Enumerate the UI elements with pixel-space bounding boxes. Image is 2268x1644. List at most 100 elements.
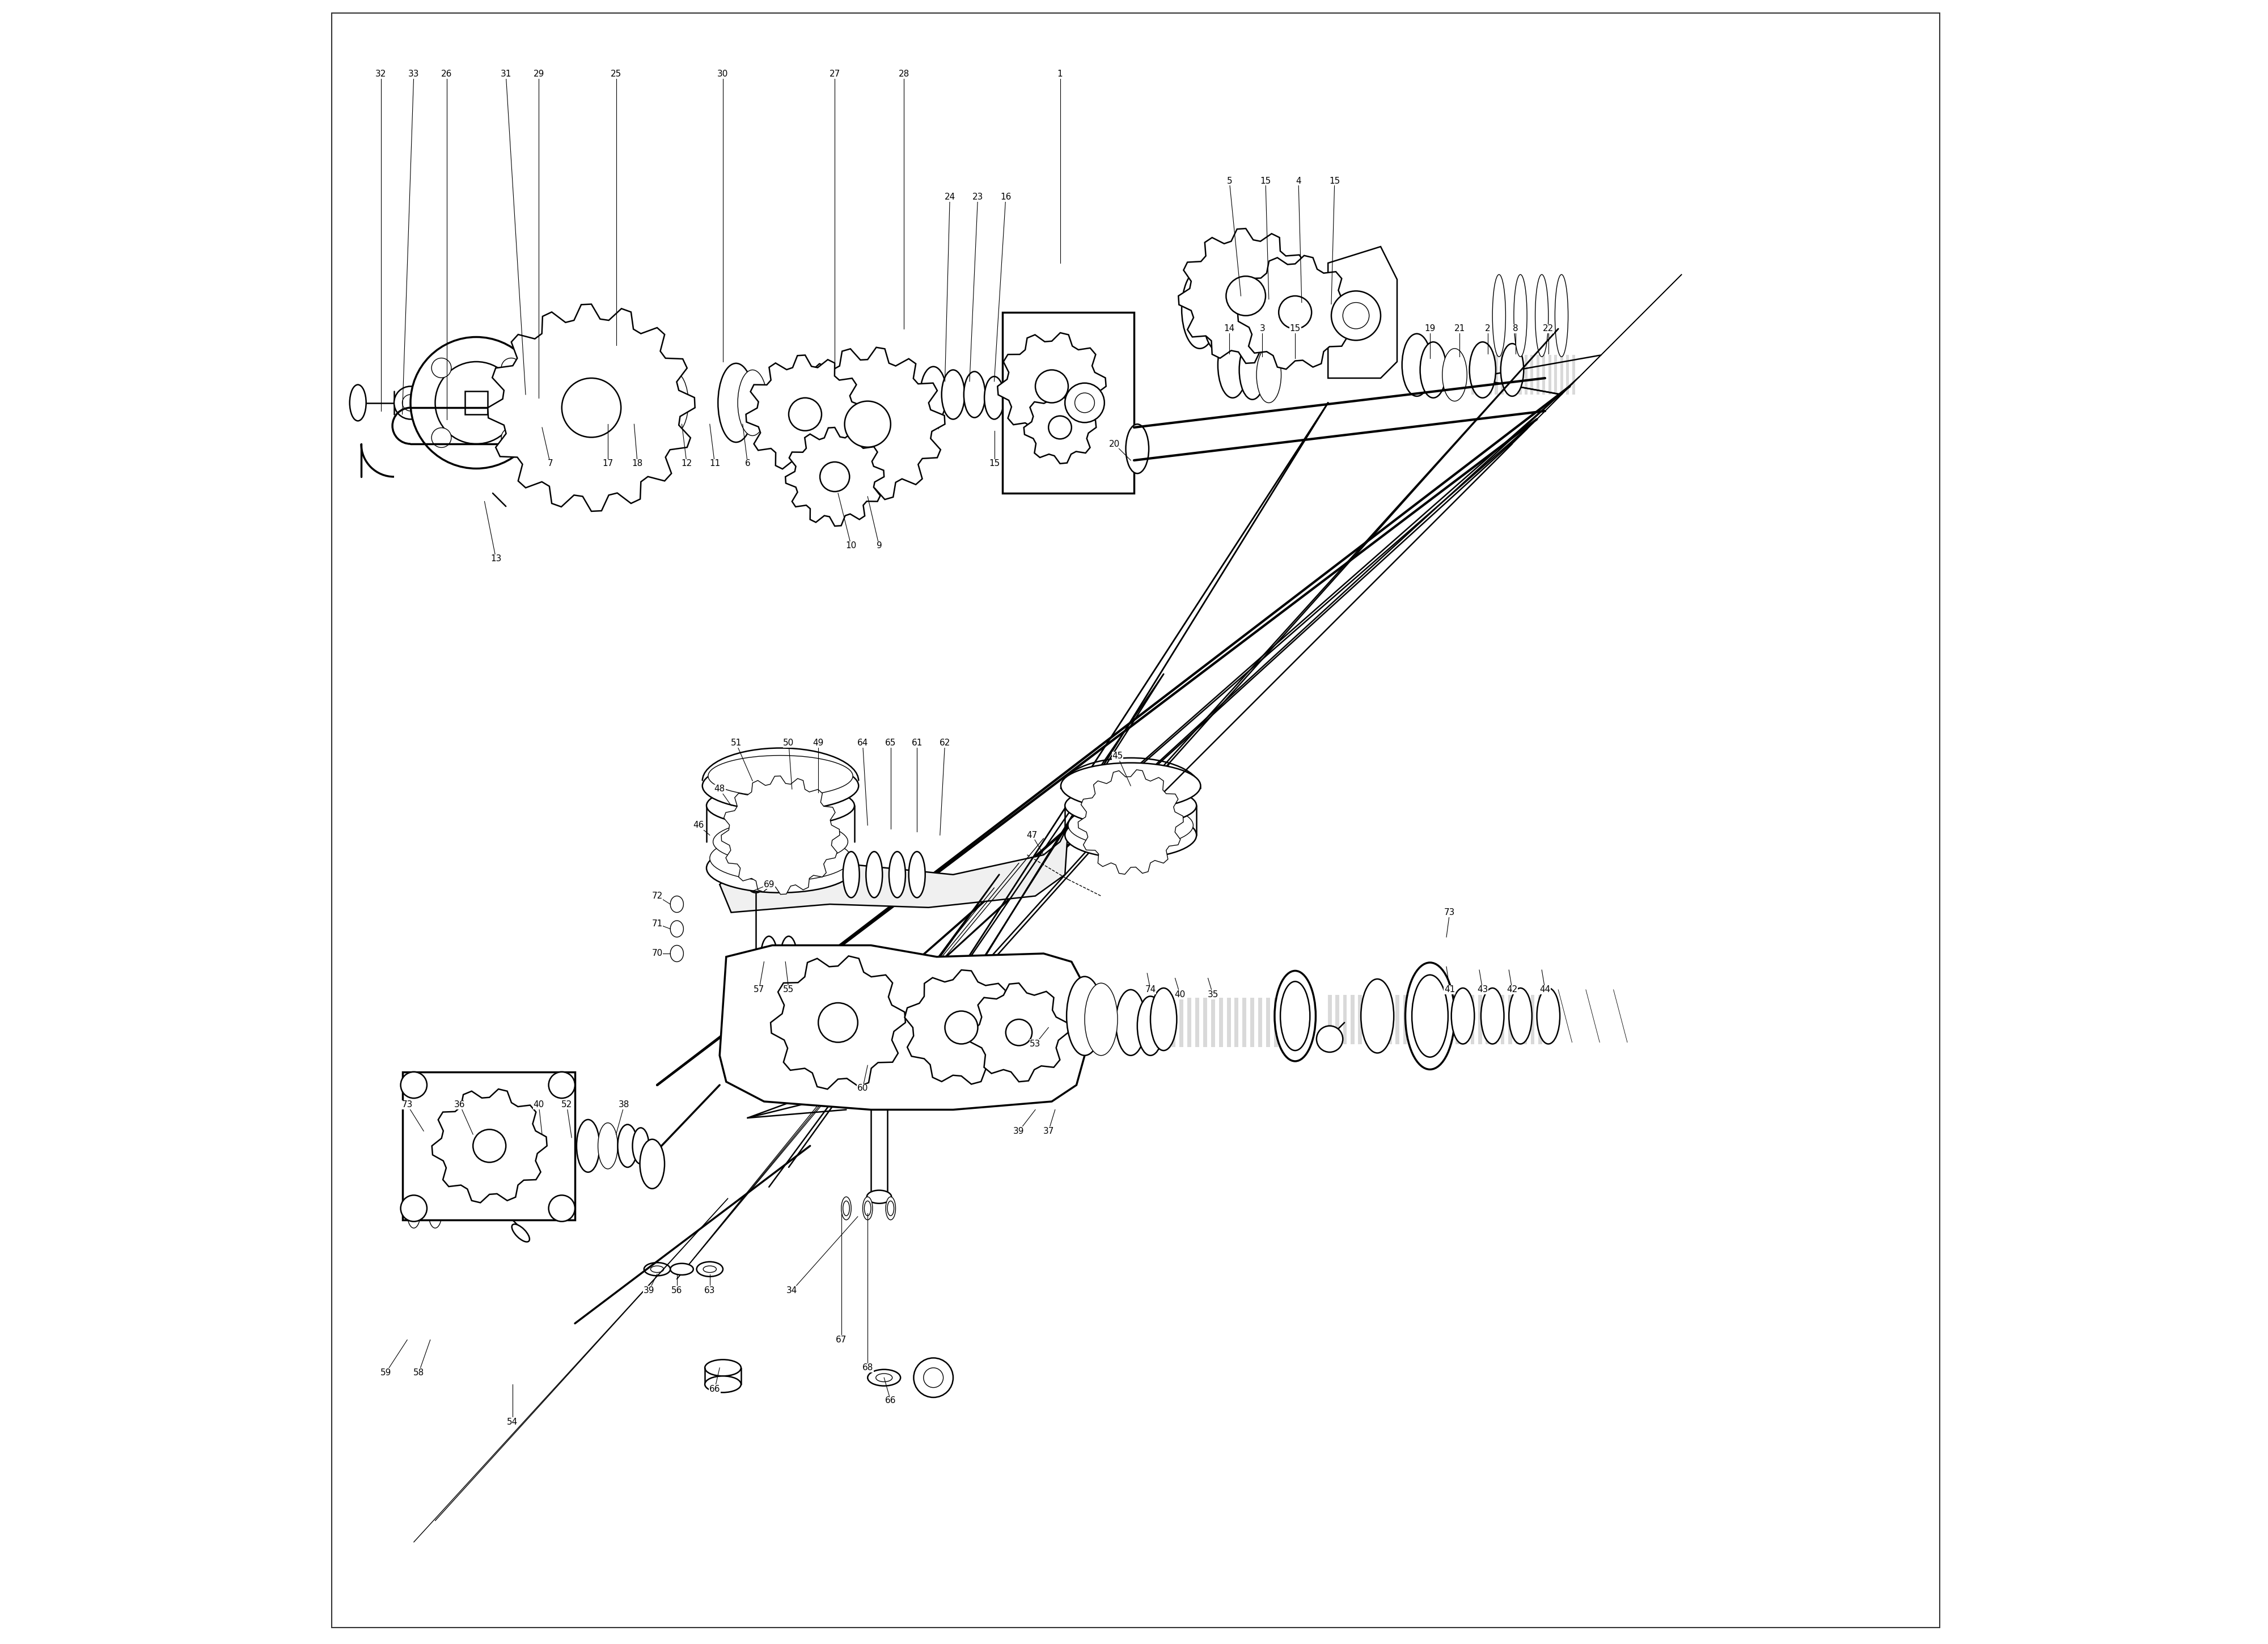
Text: 15: 15 [1290,324,1300,334]
Polygon shape [1023,391,1095,464]
Polygon shape [1483,355,1486,395]
Text: 44: 44 [1540,985,1551,995]
Polygon shape [1395,995,1399,1044]
Ellipse shape [1481,988,1504,1044]
Ellipse shape [658,372,689,434]
Ellipse shape [1402,334,1431,396]
Ellipse shape [712,820,848,863]
Text: 56: 56 [671,1286,683,1295]
Polygon shape [1479,995,1481,1044]
Polygon shape [882,383,887,423]
Ellipse shape [1501,344,1524,396]
Circle shape [395,386,426,419]
Ellipse shape [1238,340,1266,399]
Circle shape [844,401,891,447]
Polygon shape [1554,355,1558,395]
Text: 64: 64 [857,738,869,748]
Polygon shape [1359,995,1361,1044]
Text: 47: 47 [1027,830,1036,840]
Circle shape [1279,296,1311,329]
Polygon shape [1538,995,1542,1044]
Text: 5: 5 [1227,176,1232,186]
Ellipse shape [964,372,984,418]
Ellipse shape [708,786,855,827]
Ellipse shape [1275,970,1315,1062]
Text: 11: 11 [710,459,721,469]
Ellipse shape [864,1200,871,1217]
Ellipse shape [1513,275,1526,357]
Polygon shape [1238,255,1352,370]
Polygon shape [1372,995,1377,1044]
Circle shape [923,1368,943,1388]
Polygon shape [1513,355,1515,395]
Polygon shape [971,983,1068,1082]
Text: 9: 9 [875,541,882,551]
Text: 13: 13 [490,554,501,564]
Ellipse shape [617,1124,637,1167]
Ellipse shape [576,1120,599,1172]
Ellipse shape [710,835,850,881]
Circle shape [401,1072,426,1098]
Polygon shape [1173,998,1175,1047]
Ellipse shape [841,1197,850,1220]
Polygon shape [1336,995,1340,1044]
Polygon shape [1186,998,1191,1047]
Ellipse shape [780,937,796,977]
Circle shape [1315,1026,1343,1052]
Text: 33: 33 [408,69,420,79]
Polygon shape [1211,998,1216,1047]
Text: 18: 18 [633,459,642,469]
Ellipse shape [887,1197,896,1220]
Circle shape [431,427,451,447]
Ellipse shape [671,896,683,912]
Ellipse shape [866,1190,891,1203]
Ellipse shape [1066,786,1198,825]
Polygon shape [1179,998,1184,1047]
Text: 35: 35 [1207,990,1218,1000]
Ellipse shape [1406,962,1454,1070]
Polygon shape [1567,355,1569,395]
Polygon shape [1218,998,1222,1047]
Ellipse shape [633,1128,649,1164]
Text: 12: 12 [680,459,692,469]
Polygon shape [1531,355,1533,395]
Text: 15: 15 [989,459,1000,469]
Polygon shape [1472,355,1474,395]
Ellipse shape [866,852,882,898]
Polygon shape [719,825,1068,912]
Ellipse shape [1535,275,1549,357]
Polygon shape [785,427,885,526]
Text: 37: 37 [1043,1126,1055,1136]
Ellipse shape [875,1374,891,1381]
Text: 15: 15 [1261,176,1270,186]
Circle shape [946,1011,978,1044]
Ellipse shape [1061,763,1200,809]
Circle shape [549,1195,576,1221]
Ellipse shape [1182,270,1218,349]
Circle shape [435,362,517,444]
Ellipse shape [1413,975,1447,1057]
Text: 62: 62 [939,738,950,748]
Polygon shape [721,776,839,894]
Polygon shape [805,383,810,423]
Text: 26: 26 [442,69,451,79]
Circle shape [819,1003,857,1042]
Circle shape [1075,393,1095,413]
Polygon shape [1365,995,1370,1044]
Ellipse shape [705,1376,742,1392]
Ellipse shape [887,1200,894,1217]
Polygon shape [1404,995,1406,1044]
Text: 10: 10 [846,541,857,551]
Text: 14: 14 [1225,324,1234,334]
Text: 39: 39 [644,1286,655,1295]
Text: 51: 51 [730,738,742,748]
Text: 50: 50 [782,738,794,748]
Text: 19: 19 [1424,324,1436,334]
Circle shape [1331,291,1381,340]
Polygon shape [1560,355,1563,395]
Text: 48: 48 [714,784,726,794]
Polygon shape [796,383,801,423]
Ellipse shape [408,1198,420,1228]
Polygon shape [1227,998,1232,1047]
Polygon shape [905,970,1018,1083]
